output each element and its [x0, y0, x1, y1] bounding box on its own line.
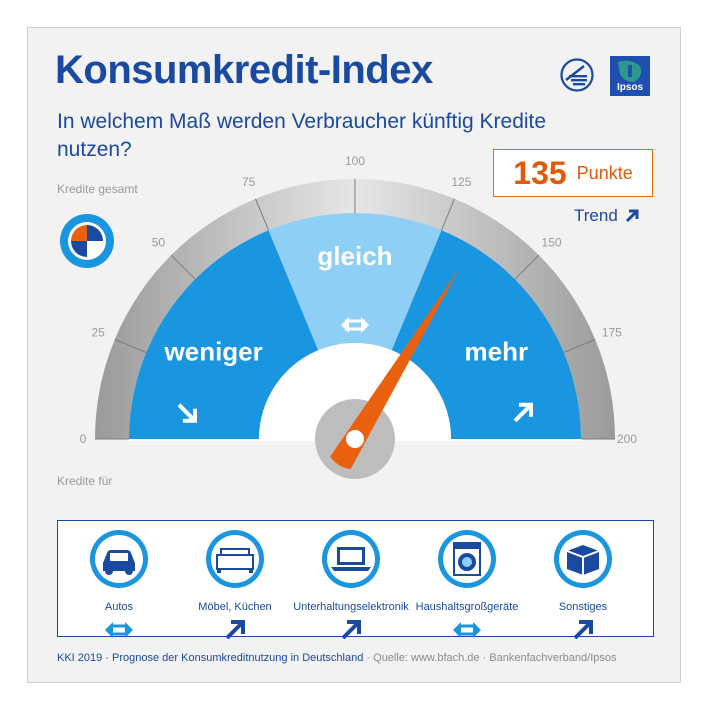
sofa-icon	[206, 530, 264, 588]
arrow-up-right-icon	[573, 620, 593, 640]
score-value: 135	[513, 154, 567, 191]
gauge-needle	[330, 268, 460, 470]
arrow-up-right-icon	[625, 209, 639, 223]
box-icon	[554, 530, 612, 588]
category-item: Haushaltsgroßgeräte	[408, 521, 526, 638]
gauge-zone-up	[391, 230, 581, 439]
needle-hub	[346, 430, 364, 448]
gauge-tick-label: 100	[345, 154, 365, 168]
category-item: Unterhaltungselektronik	[292, 521, 410, 640]
gauge-zone-label-up: mehr	[465, 337, 529, 367]
category-label: Autos	[104, 601, 134, 613]
bankenfachverband-logo-icon	[560, 58, 594, 92]
arrow-left-right-icon	[105, 622, 133, 638]
page-subtitle: In welchem Maß werden Verbraucher künfti…	[57, 110, 547, 161]
gauge-tick-line	[563, 339, 596, 353]
gauge-tick-label: 75	[242, 175, 256, 189]
arrow-left-right-icon	[453, 622, 481, 638]
gauge-tick-label: 150	[542, 235, 562, 249]
gauge-zone-equal	[268, 213, 442, 351]
gauge-tick-line	[114, 339, 147, 353]
category-label: Sonstiges	[558, 601, 608, 613]
gauge-tick-line	[514, 254, 540, 280]
gauge-rim	[95, 179, 615, 439]
gauge-zone-label-equal: gleich	[317, 241, 392, 271]
score-trend: Trend	[574, 206, 640, 226]
page-title: Konsumkredit-Index	[55, 48, 433, 92]
ipsos-logo: Ipsos	[610, 56, 650, 96]
score-unit: Punkte	[576, 162, 633, 183]
gauge-tick-line	[170, 254, 196, 280]
gauge-tick-label: 175	[602, 326, 622, 340]
category-label: Haushaltsgroßgeräte	[415, 601, 519, 613]
arrow-up-right-icon	[225, 620, 245, 640]
category-item: Möbel, Küchen	[176, 521, 294, 640]
infographic-card: Konsumkredit-Index In welchem Maß werden…	[27, 27, 681, 683]
category-item: Autos	[60, 521, 178, 638]
footer-source: · Quelle: www.bfach.de · Bankenfachverba…	[363, 652, 617, 664]
arrow-left-right-icon	[341, 317, 369, 333]
score-box: 135 Punkte	[493, 149, 653, 197]
car-icon	[90, 530, 148, 588]
categories-panel: Autos Möbel, Küchen Unterhaltungselektroni…	[57, 520, 654, 640]
footer-main: KKI 2019 · Prognose der Konsumkreditnutz…	[57, 652, 364, 664]
arrow-up-right-icon	[341, 620, 361, 640]
gauge-tick-label: 200	[617, 432, 637, 446]
category-label: Möbel, Küchen	[198, 601, 272, 613]
gauge-chart: 0 25 50 75 100 125 150 175 200 weniger gleich mehr	[80, 154, 637, 479]
gauge-tick-label: 125	[451, 175, 471, 189]
categories-label: Kredite für	[57, 474, 113, 488]
laptop-icon	[322, 530, 380, 588]
gauge-label: Kredite gesamt	[57, 182, 138, 196]
footer: KKI 2019 · Prognose der Konsumkreditnutz…	[57, 652, 617, 664]
gauge-zone-label-down: weniger	[164, 337, 263, 367]
arrow-up-right-icon	[513, 402, 534, 423]
gauge-tick-label: 25	[91, 326, 105, 340]
washing-machine-icon	[438, 530, 496, 588]
gauge-tick-line	[255, 198, 269, 231]
gauge-zone-down	[129, 230, 319, 439]
category-item: Sonstiges	[524, 521, 642, 640]
trend-label: Trend	[574, 206, 618, 225]
gauge-tick-label: 0	[80, 432, 87, 446]
ipsos-logo-text: Ipsos	[616, 82, 644, 93]
overall-credit-icon	[60, 214, 114, 268]
gauge-tick-label: 50	[152, 235, 166, 249]
arrow-down-right-icon	[177, 403, 197, 423]
ipsos-logo-icon	[610, 56, 650, 96]
category-label: Unterhaltungselektronik	[293, 601, 409, 613]
gauge-tick-line	[441, 198, 455, 231]
